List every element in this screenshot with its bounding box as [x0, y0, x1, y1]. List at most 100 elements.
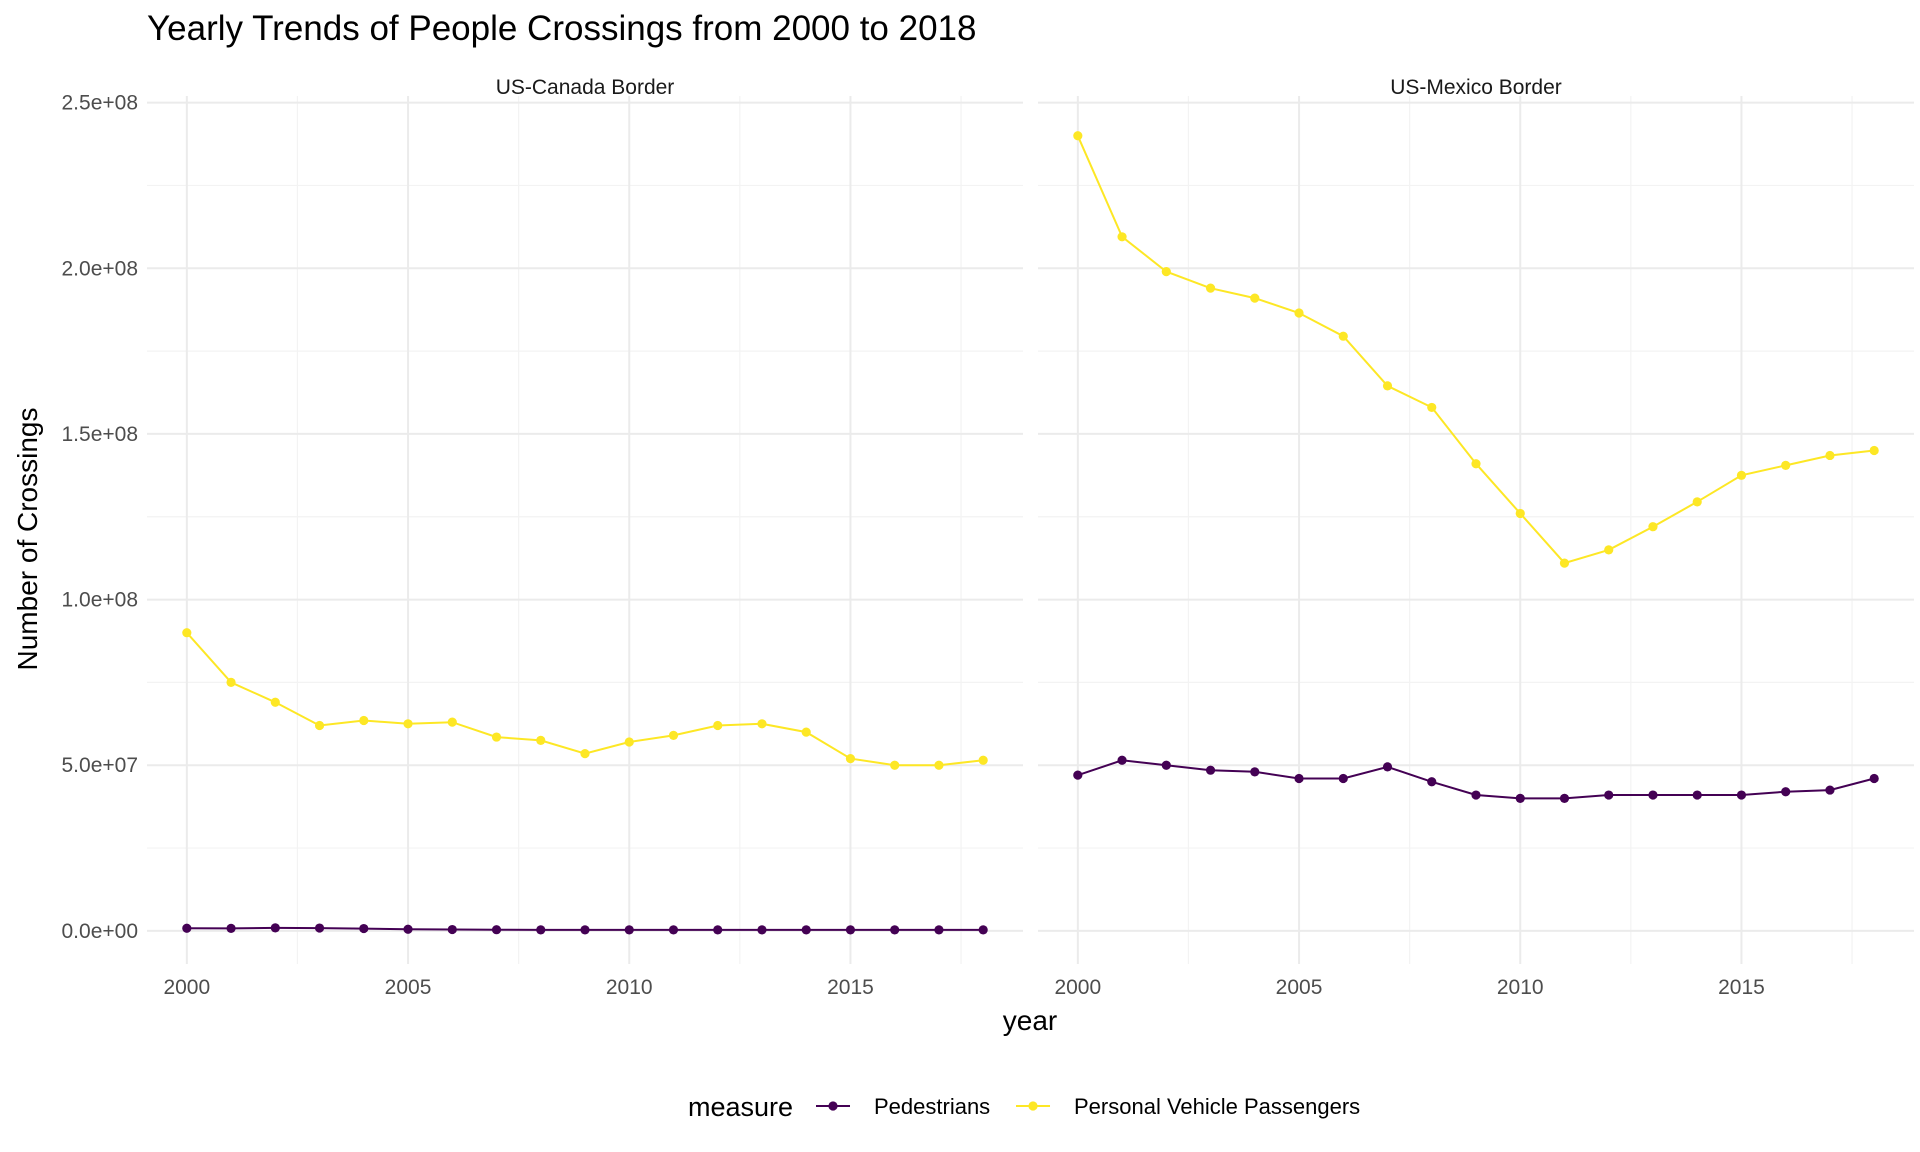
data-point	[1869, 445, 1879, 456]
data-point	[1781, 787, 1791, 797]
data-point	[845, 753, 856, 764]
series-line	[186, 632, 984, 767]
data-point	[1073, 131, 1083, 141]
panel-0: US-Canada Border 2000 2005 2010 2015 0.0e+00 5…	[62, 76, 1023, 999]
data-point	[668, 925, 679, 935]
legend-title: measure	[688, 1092, 793, 1122]
data-point	[1559, 558, 1570, 568]
data-point	[359, 923, 369, 934]
data-point	[1604, 545, 1614, 555]
data-point	[624, 737, 634, 747]
legend-label: Personal Vehicle Passengers	[1074, 1094, 1360, 1119]
y-axis-title: Number of Crossings	[12, 408, 43, 671]
data-point	[580, 925, 590, 935]
y-tick-label: 1.5e+08	[62, 423, 139, 446]
y-tick-label: 2.0e+08	[62, 257, 139, 280]
data-point	[1515, 508, 1525, 519]
legend-item: Pedestrians	[816, 1094, 990, 1119]
data-point	[1117, 755, 1127, 765]
panel-strip-label: US-Mexico Border	[1390, 76, 1562, 99]
panel-1: US-Mexico Border 2000 2005 2010 2015	[1038, 76, 1914, 999]
panel-strip-label: US-Canada Border	[496, 76, 675, 99]
data-point	[1117, 232, 1127, 242]
data-point	[1161, 266, 1171, 277]
series-personal-vehicle-passengers	[1073, 131, 1879, 568]
data-point	[668, 730, 679, 741]
data-point	[1471, 790, 1481, 800]
data-point	[491, 925, 502, 935]
data-point	[1294, 308, 1304, 318]
y-tick-label: 2.5e+08	[62, 92, 139, 115]
data-point	[1648, 522, 1658, 532]
facet-panels: US-Canada Border 2000 2005 2010 2015 0.0e+00 5…	[62, 76, 1914, 999]
data-point	[890, 760, 900, 770]
data-point	[1073, 770, 1083, 780]
data-point	[447, 717, 457, 727]
data-point	[757, 925, 767, 935]
x-tick-label: 2015	[1718, 976, 1765, 999]
data-point	[1604, 790, 1614, 800]
data-point	[757, 719, 767, 729]
data-point	[403, 924, 413, 934]
data-point	[1338, 331, 1348, 341]
data-point	[359, 715, 369, 726]
data-point	[580, 749, 590, 759]
data-point	[1205, 283, 1216, 293]
data-point	[1825, 785, 1835, 795]
data-point	[314, 720, 325, 731]
data-point	[1692, 497, 1702, 507]
data-point	[713, 720, 723, 731]
data-point	[226, 923, 236, 933]
data-point	[1648, 790, 1658, 800]
data-point	[978, 925, 988, 935]
series-pedestrians	[1073, 755, 1879, 803]
data-point	[1294, 773, 1304, 784]
data-point	[1382, 381, 1393, 391]
data-point	[182, 628, 192, 638]
data-point	[1338, 773, 1348, 784]
data-point	[1515, 793, 1525, 803]
x-tick-label: 2000	[163, 976, 210, 999]
x-tick-label: 2005	[1276, 976, 1323, 999]
data-point	[1471, 459, 1481, 469]
data-point	[845, 925, 856, 935]
data-point	[226, 677, 236, 687]
y-tick-label: 0.0e+00	[62, 920, 139, 943]
series-personal-vehicle-passengers	[182, 628, 988, 770]
data-point	[1250, 293, 1260, 303]
data-point	[1781, 460, 1791, 470]
data-point	[934, 760, 944, 770]
data-point	[978, 755, 988, 765]
data-point	[1559, 793, 1570, 803]
data-point	[314, 923, 325, 933]
data-point	[713, 925, 723, 935]
data-point	[270, 923, 280, 933]
data-point	[1427, 777, 1437, 787]
legend: Pedestrians Personal Vehicle Passengers	[816, 1094, 1360, 1119]
x-tick-label: 2000	[1054, 976, 1101, 999]
data-point	[536, 925, 546, 935]
data-point	[1869, 773, 1879, 784]
data-point	[536, 735, 546, 745]
chart-title: Yearly Trends of People Crossings from 2…	[147, 9, 976, 48]
data-point	[1382, 762, 1393, 772]
data-point	[182, 923, 192, 933]
series-pedestrians	[182, 923, 988, 935]
data-point	[1205, 765, 1216, 775]
legend-key-point	[1028, 1101, 1038, 1111]
legend-key-point	[828, 1101, 838, 1111]
x-tick-label: 2010	[606, 976, 653, 999]
legend-item: Personal Vehicle Passengers	[1016, 1094, 1360, 1119]
data-point	[1825, 450, 1835, 461]
data-point	[491, 732, 502, 742]
x-tick-label: 2015	[827, 976, 874, 999]
x-tick-label: 2005	[385, 976, 432, 999]
x-tick-label: 2010	[1497, 976, 1544, 999]
data-point	[270, 697, 280, 707]
data-point	[403, 719, 413, 729]
data-point	[1427, 402, 1437, 413]
y-tick-label: 1.0e+08	[62, 589, 139, 612]
data-point	[624, 925, 634, 935]
data-point	[1692, 790, 1702, 800]
